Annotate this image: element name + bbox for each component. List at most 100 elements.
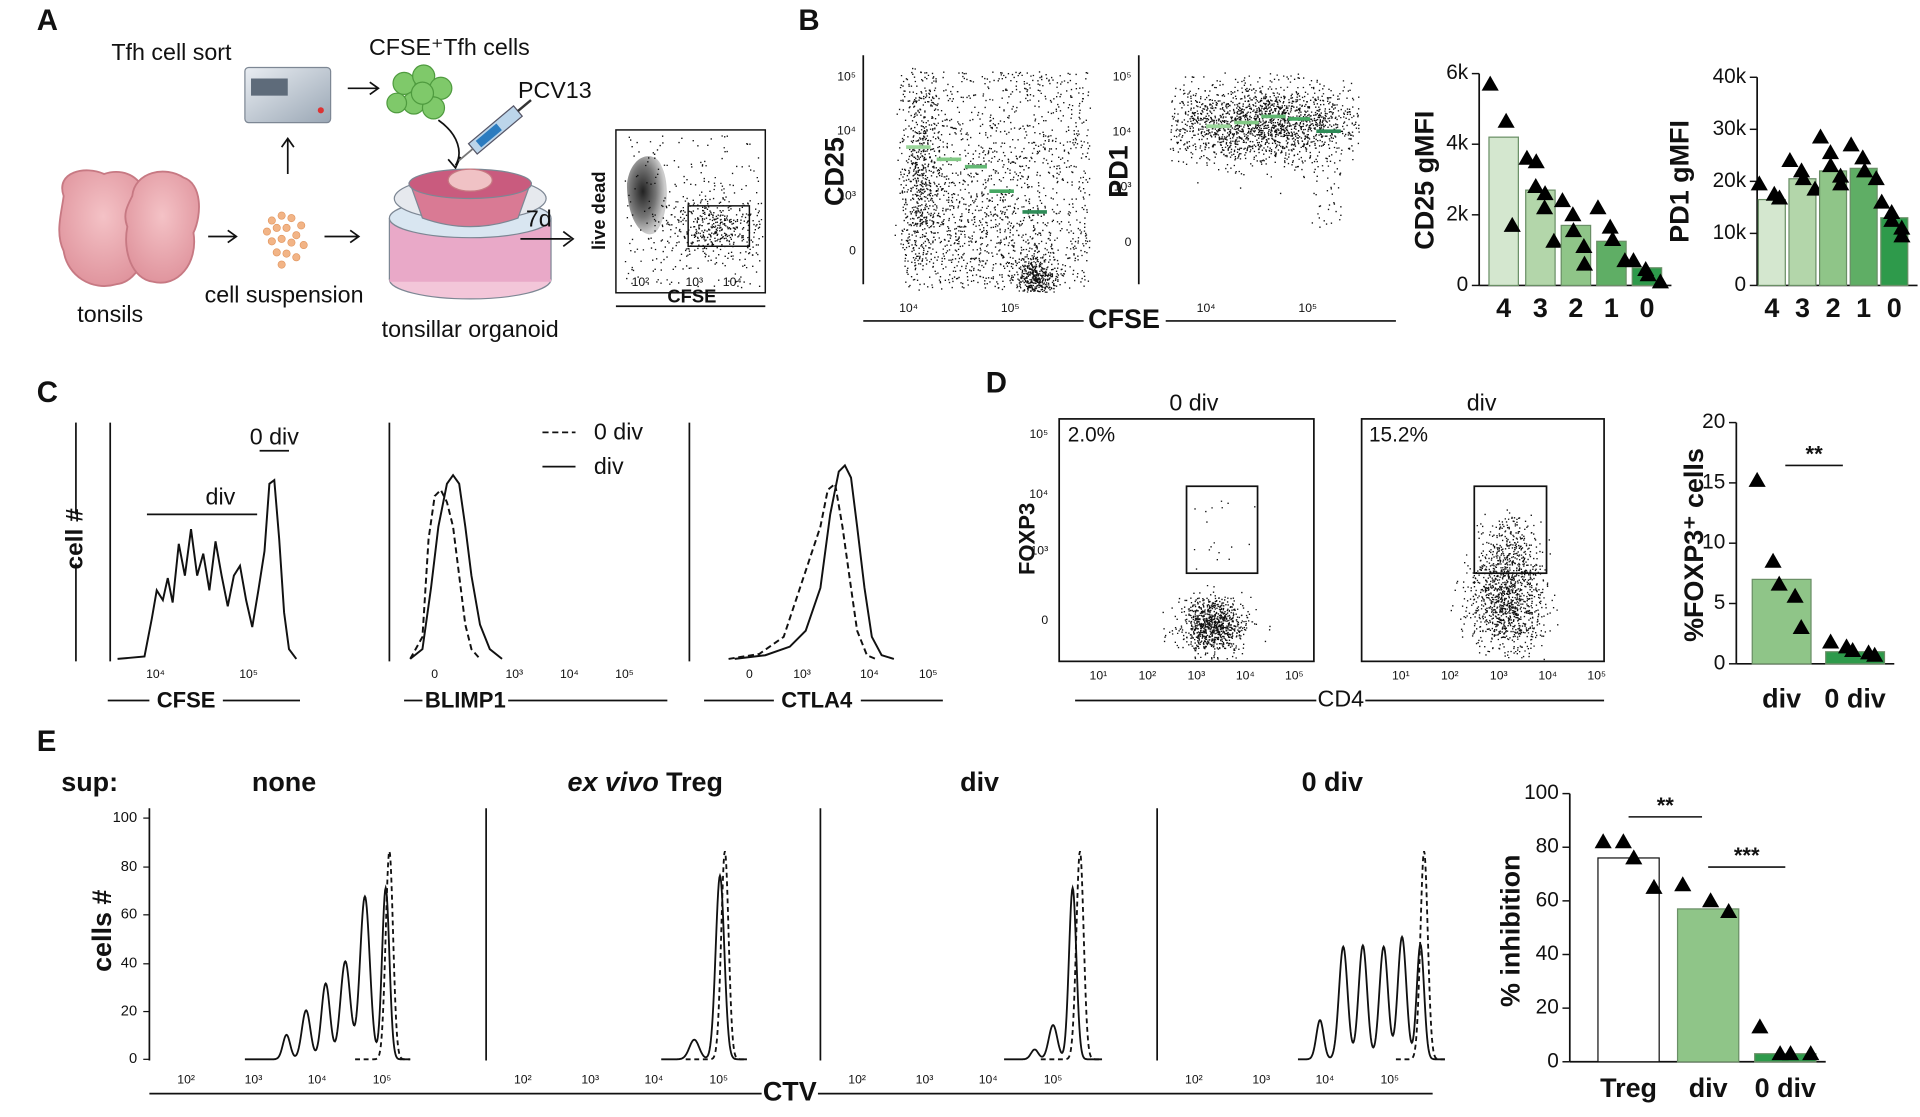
data-point [1873,193,1891,209]
data-point [1503,216,1521,232]
data-point [1564,222,1583,238]
x-tick-label: 3 [1533,293,1548,323]
x-tick-label: div [1689,1073,1728,1103]
axis-label: cells # [87,890,117,972]
tick-label: 10⁵ [919,667,938,681]
histograms [117,463,895,660]
dot-cloud [1169,72,1360,228]
tick-label: 10⁵ [1029,427,1048,441]
tick-label: 0 [1735,273,1747,296]
histogram [661,872,747,1061]
tick-label: 10⁴ [1538,668,1557,682]
bar [1849,167,1878,287]
gate-percent: 2.0% [1068,424,1115,447]
tick-label: 10⁴ [1236,668,1255,682]
data-point [1856,162,1874,178]
data-point [1589,199,1607,215]
tick-label: 10⁵ [1587,668,1606,682]
data-point [1601,218,1619,234]
data-point [1822,633,1840,649]
data-point [1770,575,1788,591]
tick-label: 4k [1446,132,1469,155]
data-point [1594,833,1612,849]
axis-label: CD25 gMFI [1410,111,1440,250]
data-point [1781,1045,1800,1061]
tick-label: 10⁴ [899,301,918,315]
data-point [1781,151,1799,167]
tick-label: 10⁵ [373,1072,392,1086]
tick-label: 0 [129,1051,137,1067]
gate-percent: 15.2% [1369,424,1428,447]
label: 7d [526,206,552,232]
data-point [1802,1045,1820,1061]
data-point [1518,149,1536,165]
tick-label: 10⁴ [1197,301,1216,315]
plot-title: 0 div [1302,767,1363,797]
data-point [1866,646,1884,662]
x-tick-label: 1 [1604,293,1619,323]
data-point [1575,238,1593,254]
data-point [1764,552,1782,568]
tick-label: 0 [431,667,438,681]
tick-label: 40k [1713,65,1747,88]
tick-label: 10² [177,1072,195,1086]
data-point [1527,178,1545,194]
tick-label: 10⁵ [709,1072,728,1086]
tick-label: 5 [1714,591,1726,614]
tick-label: 10³ [1114,180,1132,194]
axis-label: PD1 [1104,145,1134,197]
tick-label: 10 [1702,531,1725,554]
tick-label: 10⁴ [308,1072,327,1086]
significance: *** [1734,843,1760,868]
tick-label: 10⁴ [1113,125,1132,139]
tick-label: 10³ [505,667,523,681]
data-point [1624,252,1643,268]
tick-label: 20k [1713,169,1747,192]
tick-label: 60 [121,907,137,923]
tick-label: 10² [848,1072,866,1086]
significance: ** [1806,441,1824,466]
tick-label: 10⁵ [1113,70,1132,84]
tick-label: 10³ [1252,1072,1270,1086]
dot-cloud [1450,509,1559,661]
bar [1488,136,1519,287]
label: tonsillar organoid [382,316,559,342]
data-point [1481,75,1499,91]
data-point [1842,136,1860,152]
label: div [206,484,236,510]
axis-label: cell # [61,508,88,570]
panel-letter: B [798,4,819,37]
data-point [1720,903,1738,919]
data-point [1536,185,1554,201]
data-point [1867,170,1885,186]
x-tick-label: 0 [1887,293,1902,323]
tick-label: 20 [1536,996,1559,1019]
tick-label: 0 [849,243,856,257]
tick-label: 10⁴ [146,667,165,681]
x-tick-label: 0 [1639,293,1654,323]
axis-label: FOXP3 [1014,503,1039,575]
tick-label: 10⁴ [723,275,742,289]
data-point [1651,273,1669,289]
illustration [58,64,767,308]
data-point [1614,833,1632,849]
data-point [1792,619,1810,635]
tick-label: 80 [121,859,137,875]
label: cell suspension [205,282,364,308]
tick-label: 10² [514,1072,532,1086]
tick-label: 60 [1536,888,1559,911]
flow-axes [75,55,1605,1095]
tick-label: 10⁵ [615,667,634,681]
data-point [1883,204,1901,220]
tick-label: 10⁵ [1044,1072,1063,1086]
tick-label: 10³ [245,1072,263,1086]
dot-cloud [1162,500,1271,660]
data-point [1751,1018,1769,1034]
tick-label: 2k [1446,202,1469,225]
label: 0 div [250,424,299,450]
data-point [1674,876,1692,892]
histogram [244,884,411,1061]
tick-label: 10k [1713,221,1747,244]
panel-letter: E [37,725,57,758]
tick-label: 10⁴ [1029,487,1048,501]
